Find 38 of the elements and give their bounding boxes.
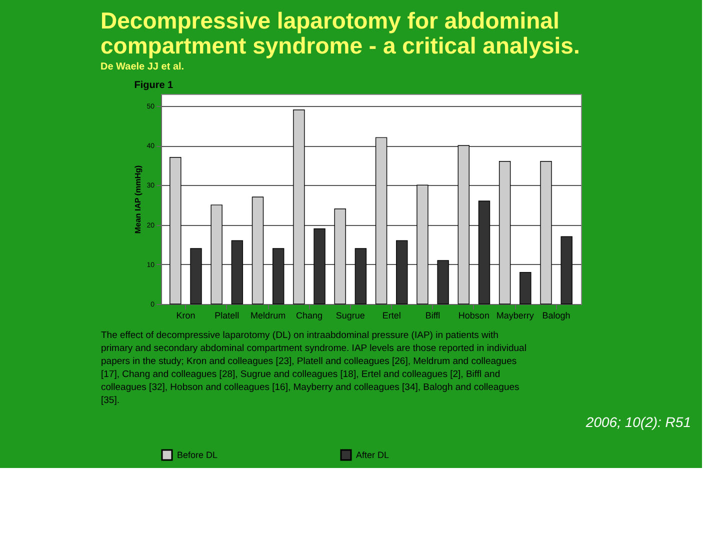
bar: [231, 240, 244, 304]
bar: [314, 228, 326, 304]
bar: [190, 248, 202, 304]
text: The effect of decompressive laparotomy (DL) on intraabdominal pressure (IAP) in patients with primary and secondary abdominal compartment syndrome. IAP levels are those reported in individual papers in the study; Kron and colleagues [23], Platell and colleagues [26], Meldrum and colleagues [17], Chang and colleagues [28], Sugrue and colleagues [18], Ertel and colleagues [2], Biffl and colleagues [32], Hobson and colleagues [16], Mayberry and colleagues [34], Balogh and colleagues [35].: [101, 330, 526, 406]
bar: [478, 200, 490, 304]
bar: [560, 236, 572, 304]
bar: [252, 196, 264, 304]
bar: [396, 240, 408, 304]
legend-label: After DL: [356, 450, 390, 460]
x-tick-label: Mayberry: [496, 310, 534, 320]
bar: [293, 110, 305, 304]
bar: [458, 145, 470, 304]
chart-subtitle: De Waele JJ et al.: [100, 62, 184, 72]
x-tick-label: Sugrue: [336, 310, 365, 320]
bar: [210, 204, 222, 304]
bar: [498, 161, 511, 304]
bar: [540, 161, 552, 304]
x-tick-label: Biffl: [425, 310, 440, 320]
text: 2006; 10(2): R51: [584, 414, 691, 430]
x-tick-label: Meldrum: [250, 310, 286, 320]
x-tick-label: Chang: [296, 310, 322, 320]
bar: [416, 184, 428, 304]
bar: [375, 137, 388, 304]
x-tick-label: Kron: [176, 310, 196, 320]
bar: [437, 260, 449, 304]
bar: [272, 248, 284, 304]
x-tick-label: Platell: [214, 310, 240, 320]
y-axis-title: Mean IAP (mmHg): [134, 165, 143, 234]
bar: [354, 248, 367, 304]
bar: [520, 272, 532, 304]
bar: [170, 157, 182, 304]
legend-label: Before DL: [177, 450, 218, 460]
bar: [334, 208, 346, 304]
x-tick-label: Ertel: [382, 310, 401, 320]
x-tick-label: Balogh: [542, 310, 570, 320]
chart-title: Decompressive laparotomy for abdominal compartment syndrome - a critical analysis.: [100, 8, 580, 58]
x-tick-label: Hobson: [458, 310, 490, 320]
caption: Figure 1: [134, 80, 174, 91]
